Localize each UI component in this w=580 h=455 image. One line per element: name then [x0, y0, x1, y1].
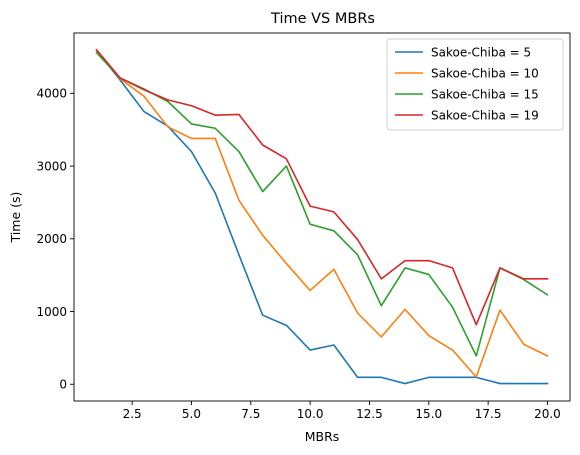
series-line-3 [95, 51, 549, 357]
x-axis-ticks: 2.5 5.0 7.5 10.0 12.5 15.0 17.5 20.0 [123, 401, 561, 421]
chart-title: Time VS MBRs [270, 11, 375, 27]
series-line-2 [95, 49, 549, 378]
y-tick-label: 3000 [36, 159, 67, 173]
y-axis-ticks: 0 1000 2000 3000 4000 [36, 87, 74, 392]
x-tick-label: 15.0 [415, 407, 442, 421]
x-tick-label: 5.0 [182, 407, 201, 421]
x-tick-label: 7.5 [241, 407, 260, 421]
series-line-1 [95, 49, 549, 385]
y-tick-label: 4000 [36, 87, 67, 101]
y-tick-label: 2000 [36, 232, 67, 246]
legend-label-3: Sakoe-Chiba = 15 [431, 88, 539, 102]
x-tick-label: 17.5 [475, 407, 502, 421]
y-axis-label: Time (s) [8, 192, 23, 244]
legend-label-1: Sakoe-Chiba = 5 [431, 46, 531, 60]
legend-label-2: Sakoe-Chiba = 10 [431, 67, 539, 81]
y-tick-label: 0 [59, 378, 67, 392]
legend: Sakoe-Chiba = 5 Sakoe-Chiba = 10 Sakoe-Chi… [386, 38, 564, 131]
x-tick-label: 10.0 [297, 407, 324, 421]
x-tick-label: 2.5 [123, 407, 142, 421]
x-tick-label: 12.5 [356, 407, 383, 421]
legend-label-4: Sakoe-Chiba = 19 [431, 109, 539, 123]
series-line-4 [95, 48, 549, 326]
plot-area-frame [73, 32, 571, 402]
legend-box [386, 38, 564, 131]
series-layer [95, 48, 549, 385]
y-tick-label: 1000 [36, 305, 67, 319]
x-tick-label: 20.0 [534, 407, 561, 421]
x-axis-label: MBRs [305, 429, 340, 444]
